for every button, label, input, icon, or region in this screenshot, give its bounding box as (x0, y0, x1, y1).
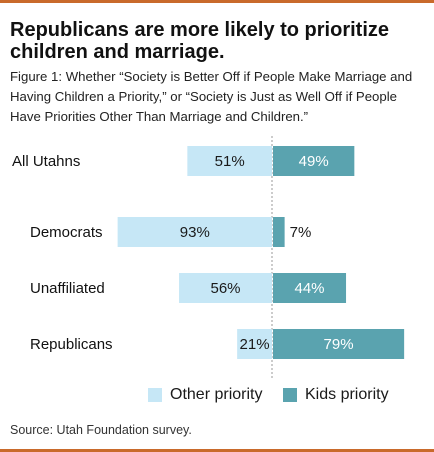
bar-kids-priority (273, 217, 285, 247)
data-label-kids: 7% (290, 224, 312, 241)
data-label-kids: 79% (324, 336, 354, 353)
chart-legend: Other priority Kids priority (0, 386, 434, 412)
source-note: Source: Utah Foundation survey. (10, 423, 192, 437)
bottom-accent-line (0, 449, 434, 452)
category-label: Republicans (30, 336, 113, 353)
bar-other-priority (117, 217, 273, 247)
legend-label-kids: Kids priority (305, 386, 389, 403)
legend-swatch-kids (283, 388, 297, 402)
bar-other-priority (179, 273, 272, 303)
bar-other-priority (237, 329, 272, 359)
data-label-other: 56% (211, 280, 241, 297)
category-label: All Utahns (12, 153, 80, 170)
top-accent-line (0, 0, 434, 3)
category-label: Unaffiliated (30, 280, 105, 297)
legend-item-other: Other priority (148, 386, 262, 404)
data-label-kids: 44% (295, 280, 325, 297)
chart-title: Republicans are more likely to prioritiz… (10, 19, 390, 63)
data-label-other: 21% (240, 336, 270, 353)
bar-other-priority (187, 146, 272, 176)
legend-swatch-other (148, 388, 162, 402)
data-label-other: 93% (180, 224, 210, 241)
bar-kids-priority (273, 273, 347, 303)
data-label-other: 51% (215, 153, 245, 170)
legend-item-kids: Kids priority (283, 386, 389, 404)
legend-label-other: Other priority (170, 386, 263, 403)
bar-kids-priority (273, 329, 405, 359)
chart-plot: All Utahns 51% 49% Democrats 93% 7% Unaffiliat… (12, 136, 405, 378)
data-label-kids: 49% (299, 153, 329, 170)
chart-subtitle: Figure 1: Whether “Society is Better Off… (10, 69, 413, 124)
bar-kids-priority (273, 146, 355, 176)
category-label: Democrats (30, 224, 103, 241)
